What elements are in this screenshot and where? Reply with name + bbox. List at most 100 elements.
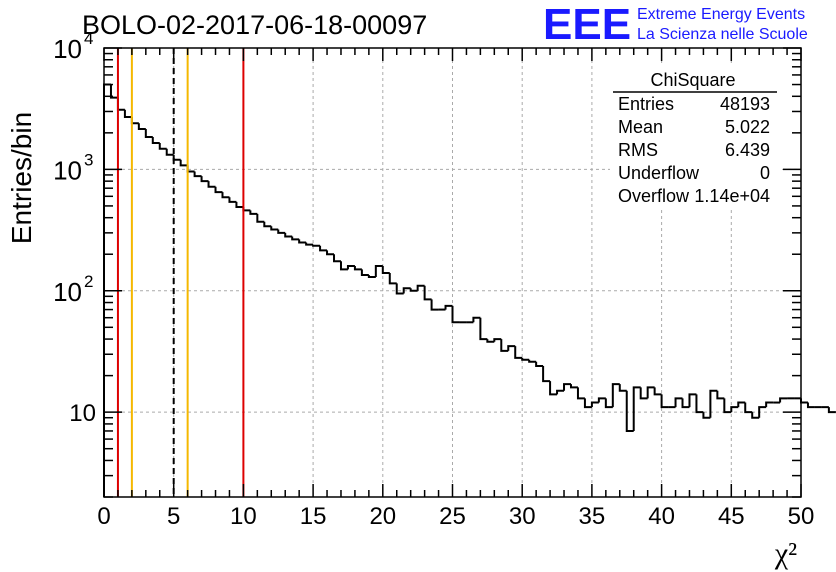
y-tick-exponent: 4	[84, 29, 93, 48]
y-tick-base: 10	[53, 155, 82, 185]
histogram-bin	[214, 186, 223, 194]
histogram-bin	[744, 402, 753, 414]
stats-value-mean: 5.022	[725, 117, 770, 137]
stats-title: ChiSquare	[650, 70, 735, 90]
stats-box-bg	[610, 66, 780, 210]
stats-value-underflow: 0	[760, 163, 770, 183]
x-tick-label: 45	[718, 503, 745, 530]
x-tick-label: 5	[167, 503, 180, 530]
x-tick-label: 20	[369, 503, 396, 530]
y-tick-label: 10	[69, 400, 96, 427]
histogram-bin	[395, 283, 404, 295]
x-tick-label: 10	[230, 503, 257, 530]
histogram-bin	[144, 129, 153, 138]
x-tick-label: 15	[300, 503, 327, 530]
histogram-bin	[493, 338, 502, 342]
histogram-bin	[806, 402, 815, 409]
histogram-bin	[284, 232, 293, 238]
histogram-bin	[695, 394, 704, 414]
histogram-bin	[291, 236, 300, 241]
histogram-bin	[660, 394, 669, 409]
stats-box: ChiSquare Entries 48193 Mean 5.022 RMS 6…	[610, 66, 780, 210]
histogram-bin	[277, 229, 286, 234]
histogram-bin	[618, 384, 627, 392]
histogram-bin	[339, 261, 348, 271]
histogram-bin	[172, 154, 181, 161]
histogram-bin	[590, 401, 599, 408]
histogram-bin	[109, 84, 118, 99]
histogram-bin	[228, 197, 237, 203]
histogram-bin	[500, 339, 509, 352]
y-tick-base: 10	[53, 277, 82, 307]
stats-value-entries: 48193	[720, 94, 770, 114]
stats-label-underflow: Underflow	[618, 163, 700, 183]
histogram-bin	[716, 390, 725, 400]
histogram-bin	[263, 221, 272, 228]
histogram-bin	[242, 206, 251, 212]
logo-mark: EEE	[543, 0, 631, 49]
histogram-bin	[632, 386, 641, 431]
histogram-bin	[381, 265, 390, 275]
x-tick-label: 40	[648, 503, 675, 530]
histogram-bin	[758, 406, 767, 418]
histogram-bin	[514, 346, 523, 359]
histogram-bin	[193, 171, 202, 178]
histogram-bin	[723, 398, 732, 414]
histogram-bin	[556, 389, 565, 395]
x-axis-title: χ²	[774, 537, 797, 570]
histogram-bin	[179, 159, 188, 167]
histogram-bin	[360, 269, 369, 276]
histogram-bin	[625, 390, 634, 432]
histogram-bin	[653, 387, 662, 396]
histogram-bin	[779, 397, 788, 403]
histogram-bin	[374, 264, 383, 277]
stats-value-rms: 6.439	[725, 140, 770, 160]
histogram-bin	[535, 361, 544, 368]
histogram-bin	[235, 201, 244, 208]
histogram-bin	[409, 288, 418, 292]
stats-label-entries: Entries	[618, 94, 674, 114]
histogram-bin	[249, 210, 258, 215]
histogram-bin	[751, 412, 760, 419]
histogram-bin	[151, 136, 160, 144]
stats-label-rms: RMS	[618, 140, 658, 160]
histogram-bin	[207, 181, 216, 188]
histogram-bin	[737, 401, 746, 408]
x-tick-label: 50	[788, 503, 815, 530]
histogram-bin	[312, 244, 321, 247]
histogram-bin	[116, 97, 125, 111]
histogram-bin	[730, 406, 739, 413]
histogram-bin	[528, 359, 537, 363]
histogram-bin	[639, 387, 648, 400]
histogram-bin	[576, 387, 585, 400]
y-tick-base: 10	[69, 400, 96, 427]
y-tick-label: 10 3	[53, 150, 93, 185]
histogram-bin	[137, 123, 146, 131]
stats-label-mean: Mean	[618, 117, 663, 137]
histogram-bin	[472, 316, 481, 323]
histogram-bin	[709, 389, 718, 418]
histogram-bin	[346, 264, 355, 270]
histogram-bin	[200, 176, 209, 183]
histogram-bin	[123, 109, 132, 119]
x-tick-label: 30	[509, 503, 536, 530]
y-tick-label: 10 4	[53, 29, 93, 64]
x-tick-label: 0	[97, 503, 110, 530]
histogram-bin	[388, 273, 397, 285]
histogram-bin	[507, 345, 516, 351]
stats-value-overflow: 1.14e+04	[694, 186, 770, 206]
histogram-bin	[298, 239, 307, 244]
histogram-bin	[486, 339, 495, 343]
reference-lines	[116, 48, 245, 497]
histogram-bin	[367, 274, 376, 278]
histogram-bin	[549, 381, 558, 396]
histogram-bin	[827, 407, 836, 414]
histogram-bin	[569, 384, 578, 389]
histogram-bin	[451, 305, 460, 324]
histogram-bin	[270, 226, 279, 231]
y-axis-title: Entries/bin	[6, 112, 37, 244]
histogram-bin	[674, 397, 683, 408]
chart-title: BOLO-02-2017-06-18-00097	[82, 10, 427, 40]
histogram-bin	[765, 401, 774, 408]
